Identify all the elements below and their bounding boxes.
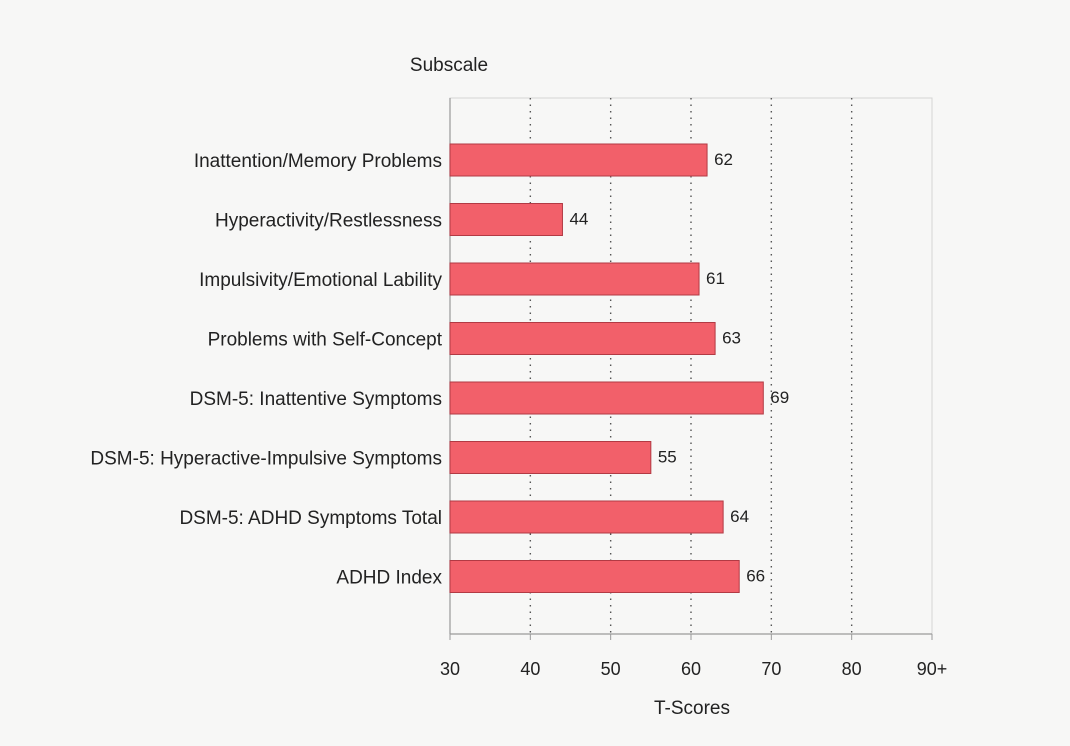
data-label: 62 [714, 150, 733, 169]
data-label: 44 [569, 210, 588, 229]
x-tick-label: 30 [440, 659, 460, 679]
x-tick-label: 60 [681, 659, 701, 679]
category-label: Inattention/Memory Problems [194, 151, 442, 172]
category-label: DSM-5: Inattentive Symptoms [190, 389, 442, 410]
category-label: DSM-5: Hyperactive-Impulsive Symptoms [90, 449, 442, 470]
bar [449, 203, 563, 236]
category-label: DSM-5: ADHD Symptoms Total [179, 508, 442, 529]
category-label: Problems with Self-Concept [208, 330, 443, 351]
bar [449, 381, 764, 415]
x-tick-label: 90+ [917, 659, 948, 679]
bar [449, 262, 700, 296]
x-tick-label: 40 [520, 659, 540, 679]
data-label: 63 [722, 329, 741, 348]
x-tick-label: 80 [842, 659, 862, 679]
x-tick-label: 50 [601, 659, 621, 679]
data-label: 61 [706, 269, 725, 288]
bar [449, 322, 716, 355]
bar [449, 560, 740, 593]
category-label: ADHD Index [336, 568, 442, 589]
plot-area: 30 40 50 60 70 80 90+ Inattention/Memory Proble… [90, 97, 948, 679]
data-label: 55 [658, 448, 677, 467]
bar [449, 441, 652, 474]
category-label: Hyperactivity/Restlessness [215, 211, 442, 232]
bar [449, 500, 724, 534]
category-label: Impulsivity/Emotional Lability [199, 270, 442, 291]
data-label: 69 [770, 388, 789, 407]
bar [449, 143, 708, 177]
y-axis-title: Subscale [410, 55, 488, 76]
data-label: 66 [746, 567, 765, 586]
x-axis-title: T-Scores [654, 698, 730, 719]
data-label: 64 [730, 507, 749, 526]
x-tick-label: 70 [761, 659, 781, 679]
